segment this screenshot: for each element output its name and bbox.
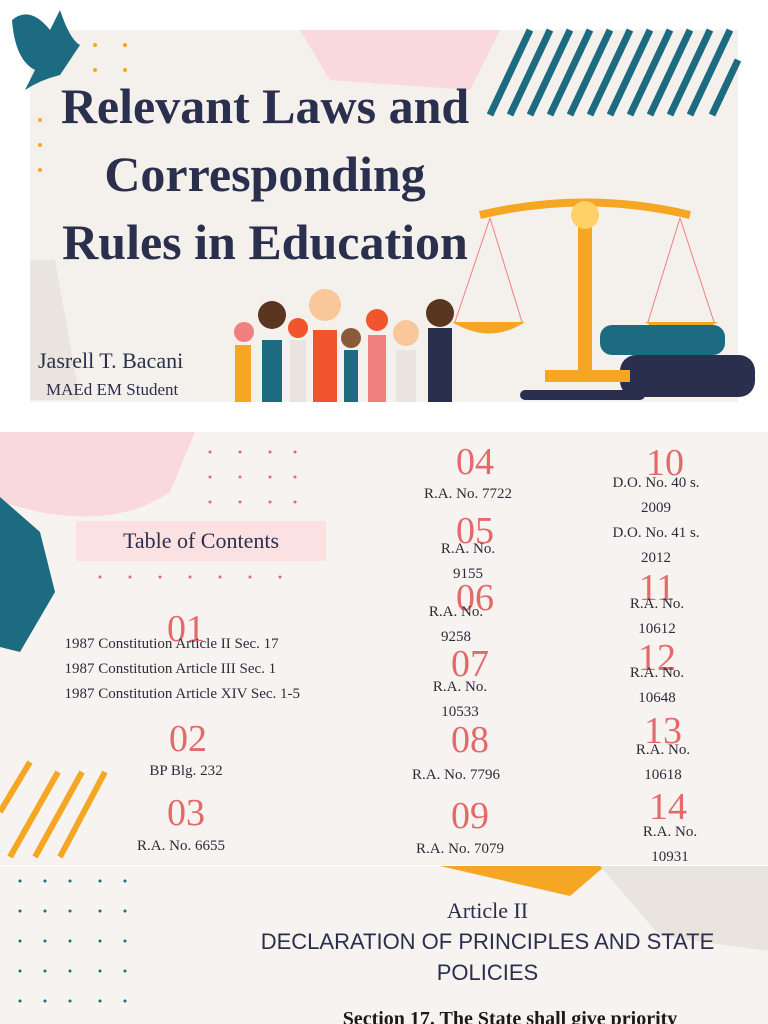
toc-entry: R.A. No. 10618 <box>635 742 691 783</box>
toc-entry: R.A. No. 10648 <box>629 665 685 706</box>
toc-number: 05 <box>456 510 494 552</box>
toc-entry: 1987 Constitution Article II Sec. 17 <box>64 636 279 652</box>
title: Relevant Laws and Corresponding Rules in… <box>20 72 510 276</box>
toc-heading: Table of Contents <box>76 521 326 561</box>
toc-entry: R.A. No. 7079 <box>416 841 504 857</box>
author: Jasrell T. Bacani <box>38 348 184 373</box>
toc-number: 02 <box>169 718 207 760</box>
title-line: Relevant Laws and <box>60 78 470 134</box>
toc-number: 13 <box>644 710 682 752</box>
toc-number: 07 <box>451 643 489 685</box>
toc-entry: D.O. No. 41 s. 2012 <box>612 525 700 566</box>
title-line: Corresponding <box>104 146 426 202</box>
toc-number: 10 <box>646 442 684 484</box>
slide-3-art <box>18 866 768 1003</box>
toc-entry: D.O. No. 40 s. 2009 <box>612 475 700 516</box>
toc-entry: BP Blg. 232 <box>149 763 223 779</box>
toc-number: 11 <box>638 567 676 609</box>
slide-1-art <box>12 10 755 402</box>
toc-number: 12 <box>638 637 676 679</box>
toc-number: 09 <box>451 795 489 837</box>
toc-entry: R.A. No. 10612 <box>629 596 685 637</box>
toc-entry: R.A. No. 10533 <box>432 679 488 720</box>
article-heading: DECLARATION OF PRINCIPLES AND STATE POLI… <box>260 929 715 985</box>
toc-number: 04 <box>456 441 494 483</box>
toc-number: 14 <box>649 786 687 828</box>
toc-number: 06 <box>456 577 494 619</box>
title-line: Rules in Education <box>62 214 468 270</box>
toc-entry: R.A. No. 9155 <box>440 541 496 582</box>
slide-2-art <box>0 432 297 859</box>
toc-entry: R.A. No. 6655 <box>137 838 225 854</box>
toc-entry: R.A. No. 7796 <box>412 767 500 783</box>
toc-entry: R.A. No. 10931 <box>642 824 698 865</box>
toc-number: 01 <box>167 608 205 650</box>
toc-entry: 1987 Constitution Article III Sec. 1 <box>64 661 277 677</box>
toc-entry: R.A. No. 9258 <box>428 604 484 645</box>
toc-number: 03 <box>167 792 205 834</box>
toc-entry: R.A. No. 7722 <box>424 486 512 502</box>
article-block: Article II DECLARATION OF PRINCIPLES AND… <box>260 895 715 988</box>
toc-number: 08 <box>451 719 489 761</box>
role: MAEd EM Student <box>46 380 179 399</box>
section-text: Section 17. The State shall give priorit… <box>342 1008 678 1024</box>
article: Article II <box>446 898 529 923</box>
toc-entry: 1987 Constitution Article XIV Sec. 1-5 <box>64 686 301 702</box>
